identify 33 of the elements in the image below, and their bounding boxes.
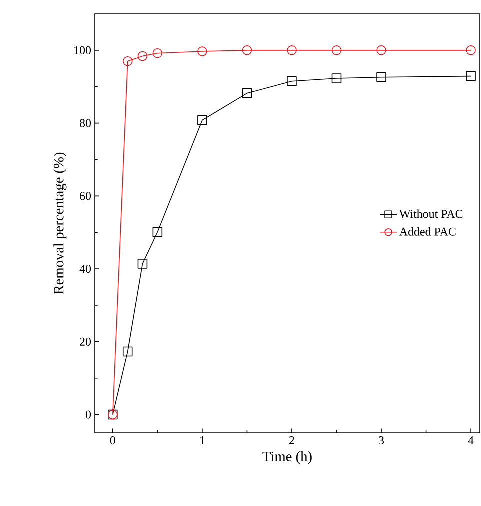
x-tick-label: 4 [468, 436, 474, 444]
point [376, 72, 386, 82]
x-axis-title: Time (h) [262, 451, 312, 464]
point [138, 51, 148, 62]
point [152, 227, 163, 238]
y-tick-label: 20 [80, 338, 92, 346]
point [122, 56, 133, 66]
y-tick-label: 60 [80, 192, 92, 200]
y-tick-label: 100 [74, 46, 92, 54]
legend-label: Added PAC [400, 227, 456, 236]
point [376, 46, 386, 56]
y-tick-label: 40 [80, 265, 92, 274]
point [242, 46, 252, 56]
point [152, 48, 163, 58]
point [138, 259, 148, 269]
point [332, 46, 342, 56]
point [332, 74, 342, 84]
x-tick-label: 2 [290, 436, 294, 444]
y-axis-title: Removal percentage (%) [54, 152, 67, 294]
y-tick-label: 0 [86, 410, 92, 419]
point [122, 346, 133, 357]
point [287, 76, 297, 86]
point [198, 46, 208, 56]
point [466, 71, 476, 82]
point [287, 46, 297, 56]
y-tick-label: 80 [80, 119, 92, 128]
x-tick-label: 0 [110, 436, 116, 445]
point [242, 88, 252, 98]
x-tick-label: 3 [379, 436, 384, 445]
point [466, 46, 476, 56]
point [198, 116, 208, 126]
legend-label: Without PAC [399, 210, 463, 218]
x-tick-label: 1 [200, 436, 205, 444]
